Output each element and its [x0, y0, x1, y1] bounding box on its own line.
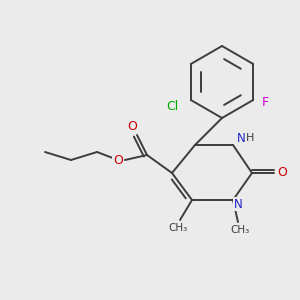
- Text: N: N: [234, 197, 242, 211]
- Text: H: H: [246, 133, 254, 143]
- Text: O: O: [113, 154, 123, 167]
- Text: Cl: Cl: [167, 100, 179, 112]
- Text: O: O: [127, 119, 137, 133]
- Text: CH₃: CH₃: [168, 223, 188, 233]
- Text: CH₃: CH₃: [230, 225, 250, 235]
- Text: N: N: [237, 131, 245, 145]
- Text: F: F: [262, 97, 269, 110]
- Text: O: O: [277, 167, 287, 179]
